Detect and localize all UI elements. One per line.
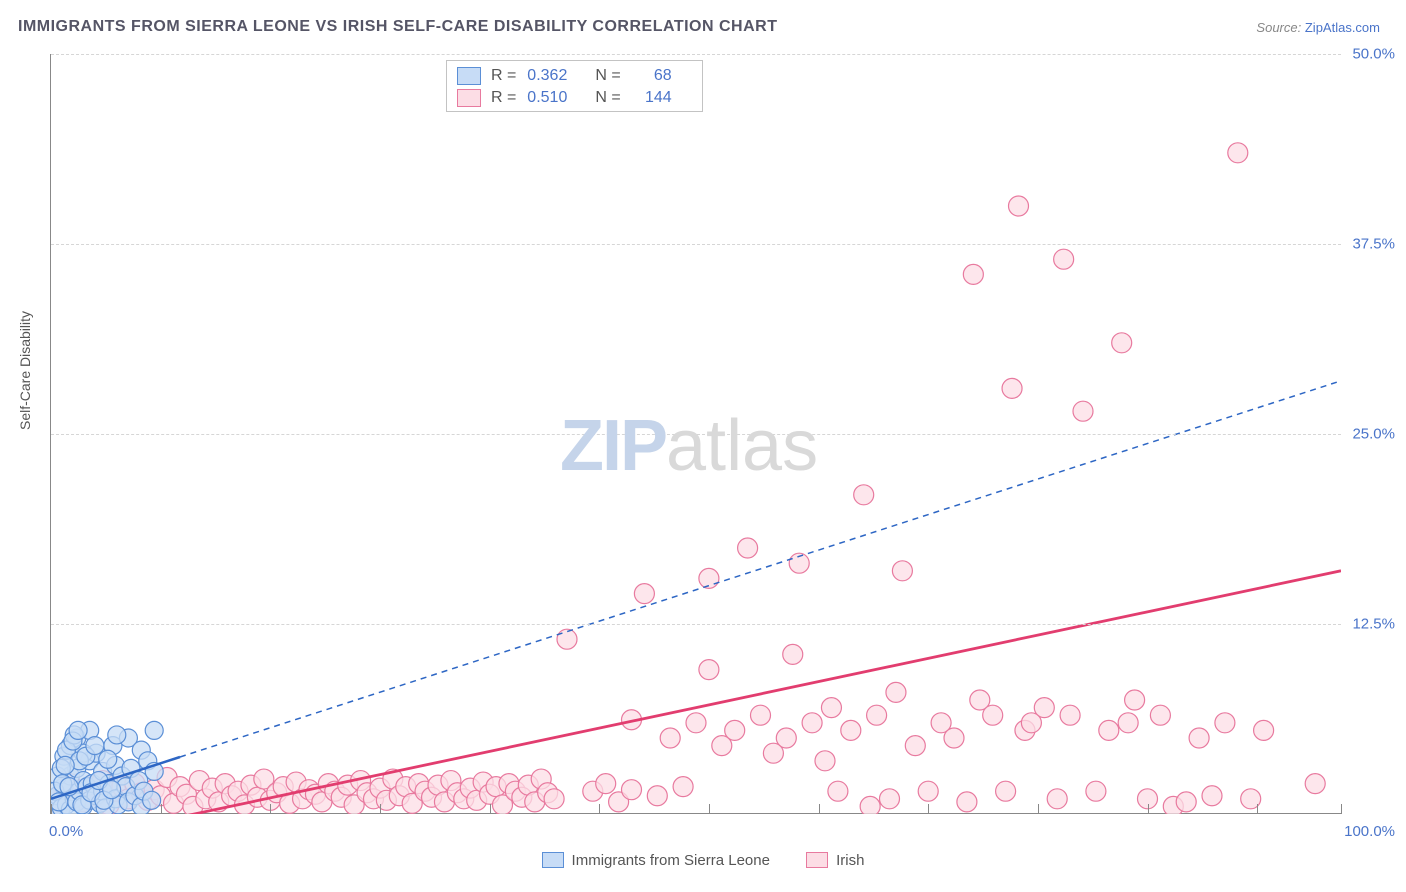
gridline: [51, 434, 1341, 435]
x-tick: [819, 804, 820, 814]
x-tick: [270, 804, 271, 814]
sierra-leone-swatch: [457, 67, 481, 85]
sierra-leone-n-value: 68: [627, 65, 672, 87]
x-tick: [1038, 804, 1039, 814]
y-tick-label: 12.5%: [1352, 616, 1395, 633]
x-axis-min-label: 0.0%: [49, 823, 83, 840]
y-tick-label: 50.0%: [1352, 46, 1395, 63]
x-tick: [380, 804, 381, 814]
sierra-leone-r-value: 0.362: [522, 65, 567, 87]
source-link[interactable]: ZipAtlas.com: [1305, 20, 1380, 35]
x-axis-max-label: 100.0%: [1344, 823, 1395, 840]
n-label: N =: [595, 65, 620, 87]
y-tick-label: 37.5%: [1352, 236, 1395, 253]
sierra-leone-legend-label: Immigrants from Sierra Leone: [572, 852, 770, 869]
x-tick: [709, 804, 710, 814]
sierra-leone-swatch-icon: [542, 852, 564, 868]
x-tick: [1148, 804, 1149, 814]
legend-item-irish: Irish: [806, 852, 864, 869]
x-tick: [490, 804, 491, 814]
source-label: Source:: [1256, 20, 1301, 35]
y-tick-label: 25.0%: [1352, 426, 1395, 443]
irish-swatch: [457, 89, 481, 107]
n-label: N =: [595, 87, 620, 109]
irish-r-value: 0.510: [522, 87, 567, 109]
source-attribution: Source: ZipAtlas.com: [1256, 20, 1380, 35]
r-label: R =: [491, 65, 516, 87]
x-tick: [599, 804, 600, 814]
plot-area: 0.0% 100.0% 12.5%25.0%37.5%50.0%: [50, 54, 1340, 814]
legend-series: Immigrants from Sierra Leone Irish: [0, 852, 1406, 873]
chart-title: IMMIGRANTS FROM SIERRA LEONE VS IRISH SE…: [18, 18, 778, 36]
y-axis-label: Self-Care Disability: [17, 311, 33, 430]
irish-n-value: 144: [627, 87, 672, 109]
gridline: [51, 54, 1341, 55]
x-tick: [161, 804, 162, 814]
x-tick: [928, 804, 929, 814]
x-tick: [51, 804, 52, 814]
irish-legend-label: Irish: [836, 852, 864, 869]
chart-container: IMMIGRANTS FROM SIERRA LEONE VS IRISH SE…: [0, 0, 1406, 892]
gridline: [51, 624, 1341, 625]
irish-swatch-icon: [806, 852, 828, 868]
gridline: [51, 244, 1341, 245]
x-tick: [1341, 804, 1342, 814]
legend-stats-row-1: R = 0.362 N = 68: [457, 65, 690, 87]
r-label: R =: [491, 87, 516, 109]
legend-item-sierra-leone: Immigrants from Sierra Leone: [542, 852, 770, 869]
x-tick: [1257, 804, 1258, 814]
legend-stats-box: R = 0.362 N = 68 R = 0.510 N = 144: [446, 60, 703, 112]
legend-stats-row-2: R = 0.510 N = 144: [457, 87, 690, 109]
